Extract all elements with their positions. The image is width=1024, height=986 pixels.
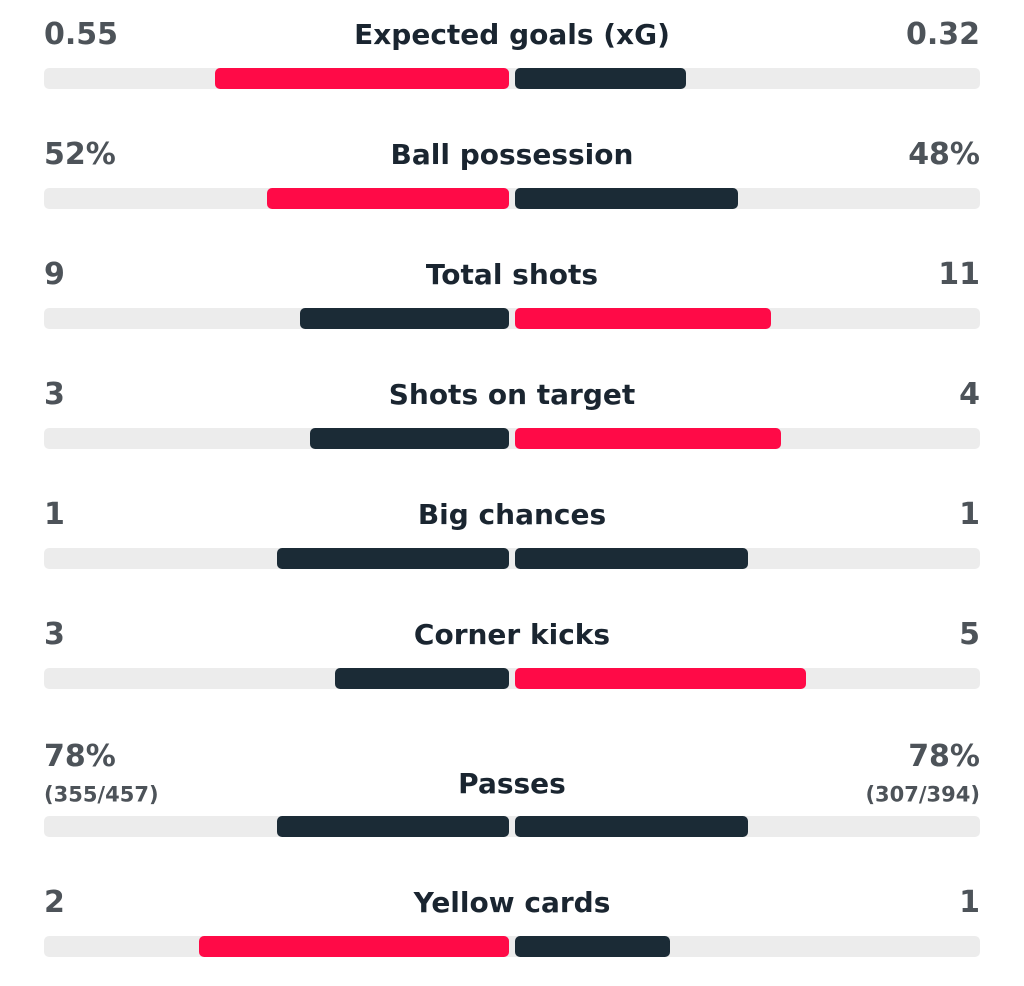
stat-label: Passes [458,767,566,800]
away-value: 78% [908,739,980,774]
away-bar [515,548,748,569]
bar-track [44,816,980,837]
bar-track [44,936,980,957]
away-value: 48% [908,137,980,172]
away-value: 1 [959,497,980,532]
stat-label: Total shots [425,258,599,291]
home-value: 9 [44,257,65,292]
away-bar [515,308,771,329]
home-bar [267,188,509,209]
home-value: 3 [44,617,65,652]
stat-label: Expected goals (xG) [354,18,670,51]
home-bar [299,308,509,329]
home-bar [199,936,509,957]
bar-track [44,428,980,449]
away-detail: (307/394) [865,782,980,807]
home-value: 2 [44,885,65,920]
home-value: 78% [44,739,116,774]
bar-track [44,548,980,569]
home-bar [276,816,509,837]
stat-label: Corner kicks [413,618,611,651]
home-value: 0.55 [44,17,119,52]
bar-track [44,668,980,689]
away-value: 5 [959,617,980,652]
home-bar [215,68,509,89]
away-bar [515,68,687,89]
away-value: 1 [959,885,980,920]
away-bar [515,428,781,449]
stat-label: Big chances [417,498,607,531]
bar-track [44,68,980,89]
home-bar [334,668,509,689]
stat-label: Yellow cards [413,886,611,919]
away-bar [515,816,748,837]
stat-label: Shots on target [388,378,636,411]
home-bar [276,548,509,569]
away-bar [515,188,739,209]
stat-label: Ball possession [390,138,634,171]
home-value: 52% [44,137,116,172]
away-value: 0.32 [905,17,980,52]
home-bar [309,428,509,449]
home-value: 1 [44,497,65,532]
away-bar [515,936,670,957]
away-bar [515,668,806,689]
away-value: 11 [938,257,980,292]
home-detail: (355/457) [44,782,159,807]
bar-track [44,188,980,209]
bar-track [44,308,980,329]
home-value: 3 [44,377,65,412]
away-value: 4 [959,377,980,412]
